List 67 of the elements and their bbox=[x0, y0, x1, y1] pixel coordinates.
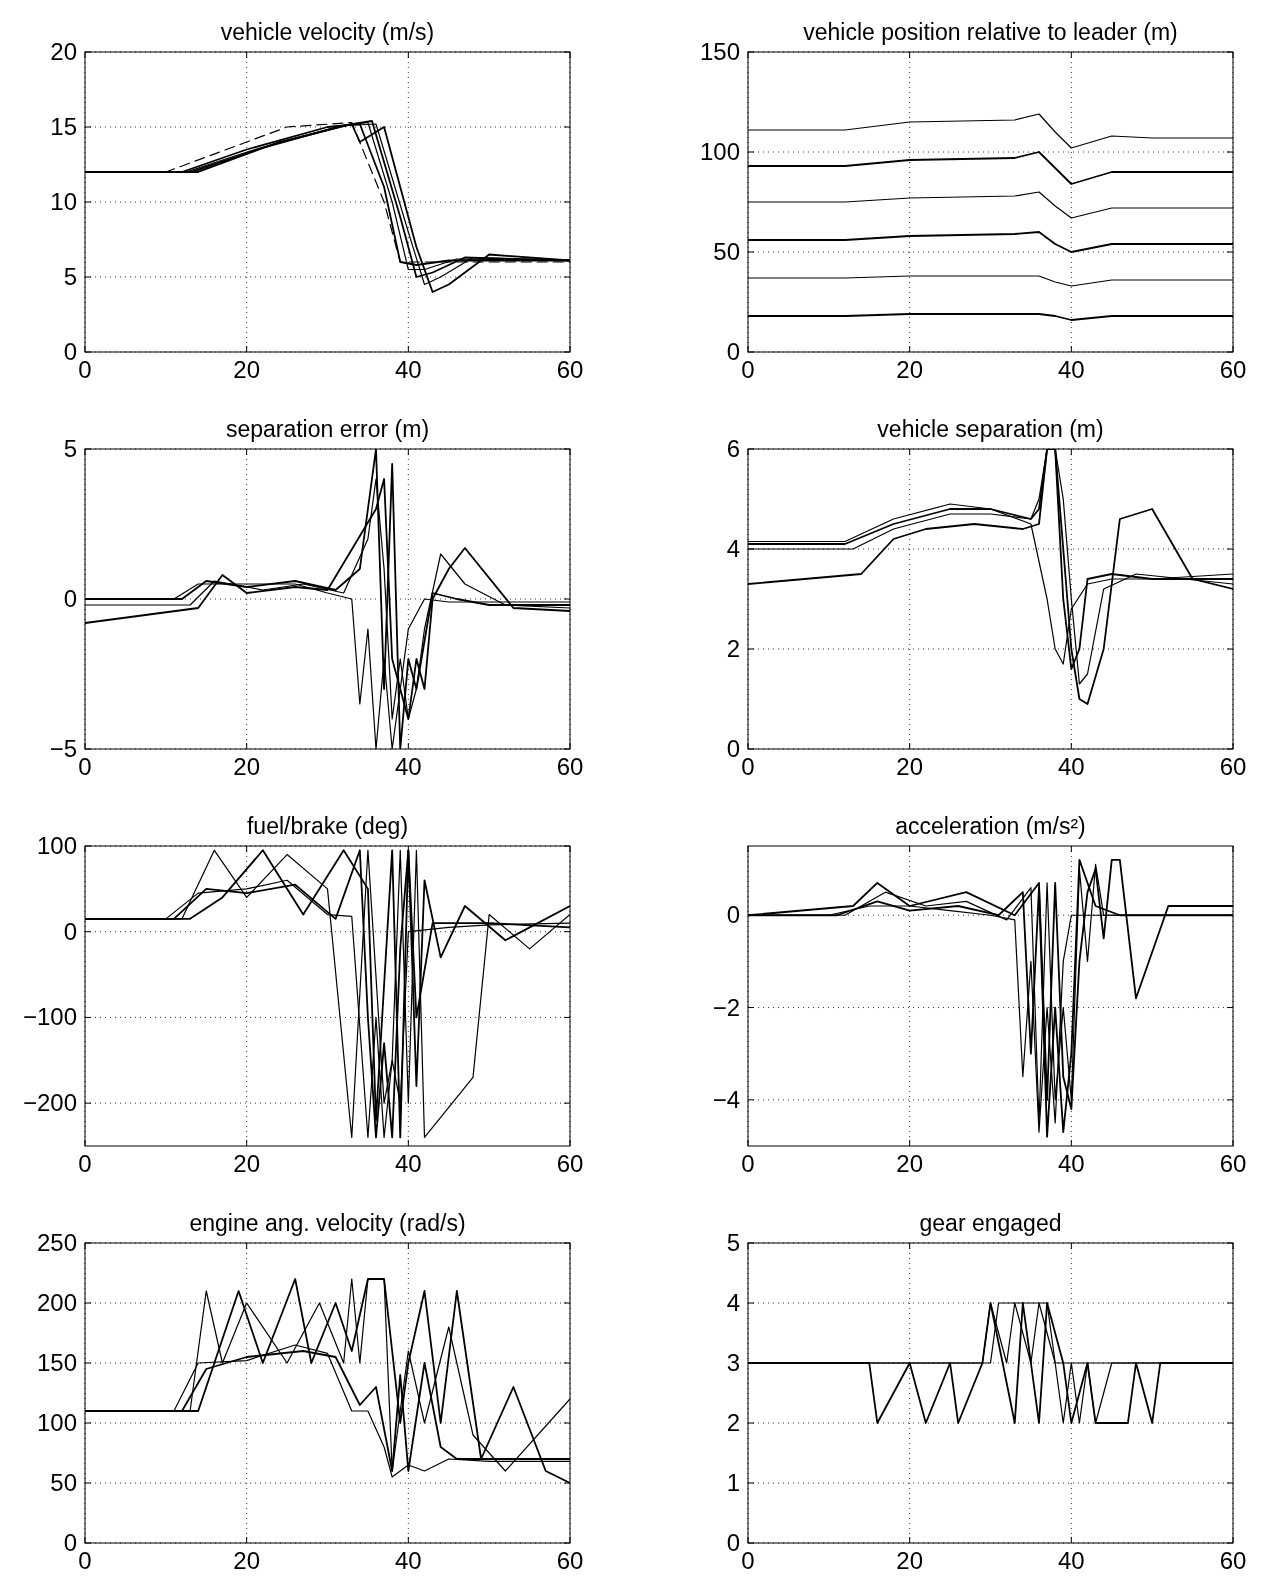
chart-title: fuel/brake (deg) bbox=[246, 813, 409, 839]
y-tick-label: −100 bbox=[22, 1003, 77, 1031]
y-tick-label: 0 bbox=[726, 901, 740, 929]
y-tick-label: 2 bbox=[726, 635, 740, 662]
chart-title: gear engaged bbox=[919, 1210, 1062, 1236]
x-tick-label: 60 bbox=[556, 356, 584, 383]
x-tick-label: 40 bbox=[394, 1547, 422, 1574]
chart-title: vehicle separation (m) bbox=[877, 416, 1104, 442]
y-tick-label: 100 bbox=[36, 1409, 77, 1436]
x-tick-label: 40 bbox=[1057, 1150, 1085, 1177]
y-tick-label: 5 bbox=[63, 263, 77, 290]
x-tick-label: 20 bbox=[896, 356, 924, 383]
y-tick-label: 150 bbox=[36, 1349, 77, 1376]
x-tick-label: 60 bbox=[1219, 1547, 1247, 1574]
y-tick-label: 4 bbox=[726, 1289, 740, 1316]
y-tick-label: 0 bbox=[63, 585, 77, 612]
y-tick-label: −2 bbox=[712, 993, 740, 1021]
x-tick-label: 40 bbox=[1057, 753, 1085, 780]
y-tick-label: 0 bbox=[63, 917, 77, 945]
y-tick-label: 0 bbox=[63, 338, 77, 365]
x-tick-label: 20 bbox=[233, 356, 261, 383]
x-tick-label: 20 bbox=[233, 1150, 261, 1177]
y-tick-label: 3 bbox=[726, 1349, 740, 1376]
x-tick-label: 20 bbox=[896, 1547, 924, 1574]
y-tick-label: 5 bbox=[726, 1229, 740, 1256]
x-tick-label: 20 bbox=[233, 753, 261, 780]
x-tick-label: 60 bbox=[1219, 753, 1247, 780]
x-tick-label: 60 bbox=[1219, 1150, 1247, 1177]
y-tick-label: −200 bbox=[22, 1089, 77, 1117]
y-tick-label: 5 bbox=[63, 435, 77, 462]
y-tick-label: 200 bbox=[36, 1289, 77, 1316]
y-tick-label: 4 bbox=[726, 535, 740, 562]
y-tick-label: 50 bbox=[713, 238, 740, 265]
y-tick-label: 0 bbox=[726, 1529, 740, 1556]
y-tick-label: 100 bbox=[36, 832, 77, 859]
y-tick-label: −4 bbox=[712, 1085, 740, 1113]
y-tick-label: 50 bbox=[50, 1469, 77, 1496]
chart-title: separation error (m) bbox=[225, 416, 430, 442]
chart-title: acceleration (m/s²) bbox=[895, 813, 1086, 839]
x-tick-label: 60 bbox=[556, 1150, 584, 1177]
x-tick-label: 20 bbox=[896, 753, 924, 780]
y-tick-label: 1 bbox=[726, 1469, 740, 1496]
x-tick-label: 60 bbox=[556, 1547, 584, 1574]
y-tick-label: 0 bbox=[63, 1529, 77, 1556]
x-tick-label: 60 bbox=[1219, 356, 1247, 383]
y-tick-label: 250 bbox=[36, 1229, 77, 1256]
y-tick-label: 0 bbox=[726, 338, 740, 365]
x-tick-label: 60 bbox=[556, 753, 584, 780]
y-tick-label: 0 bbox=[726, 735, 740, 762]
x-tick-label: 20 bbox=[233, 1547, 261, 1574]
x-tick-label: 40 bbox=[394, 356, 422, 383]
x-tick-label: 20 bbox=[896, 1150, 924, 1177]
chart-title: engine ang. velocity (rad/s) bbox=[189, 1210, 466, 1236]
y-tick-label: 15 bbox=[50, 113, 77, 140]
x-tick-label: 40 bbox=[1057, 356, 1085, 383]
x-tick-label: 40 bbox=[394, 1150, 422, 1177]
y-tick-label: 6 bbox=[726, 435, 740, 462]
y-tick-label: 20 bbox=[50, 38, 77, 65]
y-tick-label: 150 bbox=[699, 38, 740, 65]
x-tick-label: 40 bbox=[394, 753, 422, 780]
y-tick-label: 2 bbox=[726, 1409, 740, 1436]
y-tick-label: 100 bbox=[699, 138, 740, 165]
x-tick-label: 40 bbox=[1057, 1547, 1085, 1574]
y-tick-label: −5 bbox=[49, 735, 77, 762]
chart-title: vehicle position relative to leader (m) bbox=[803, 19, 1178, 45]
chart-title: vehicle velocity (m/s) bbox=[220, 19, 435, 45]
y-tick-label: 10 bbox=[50, 188, 77, 215]
